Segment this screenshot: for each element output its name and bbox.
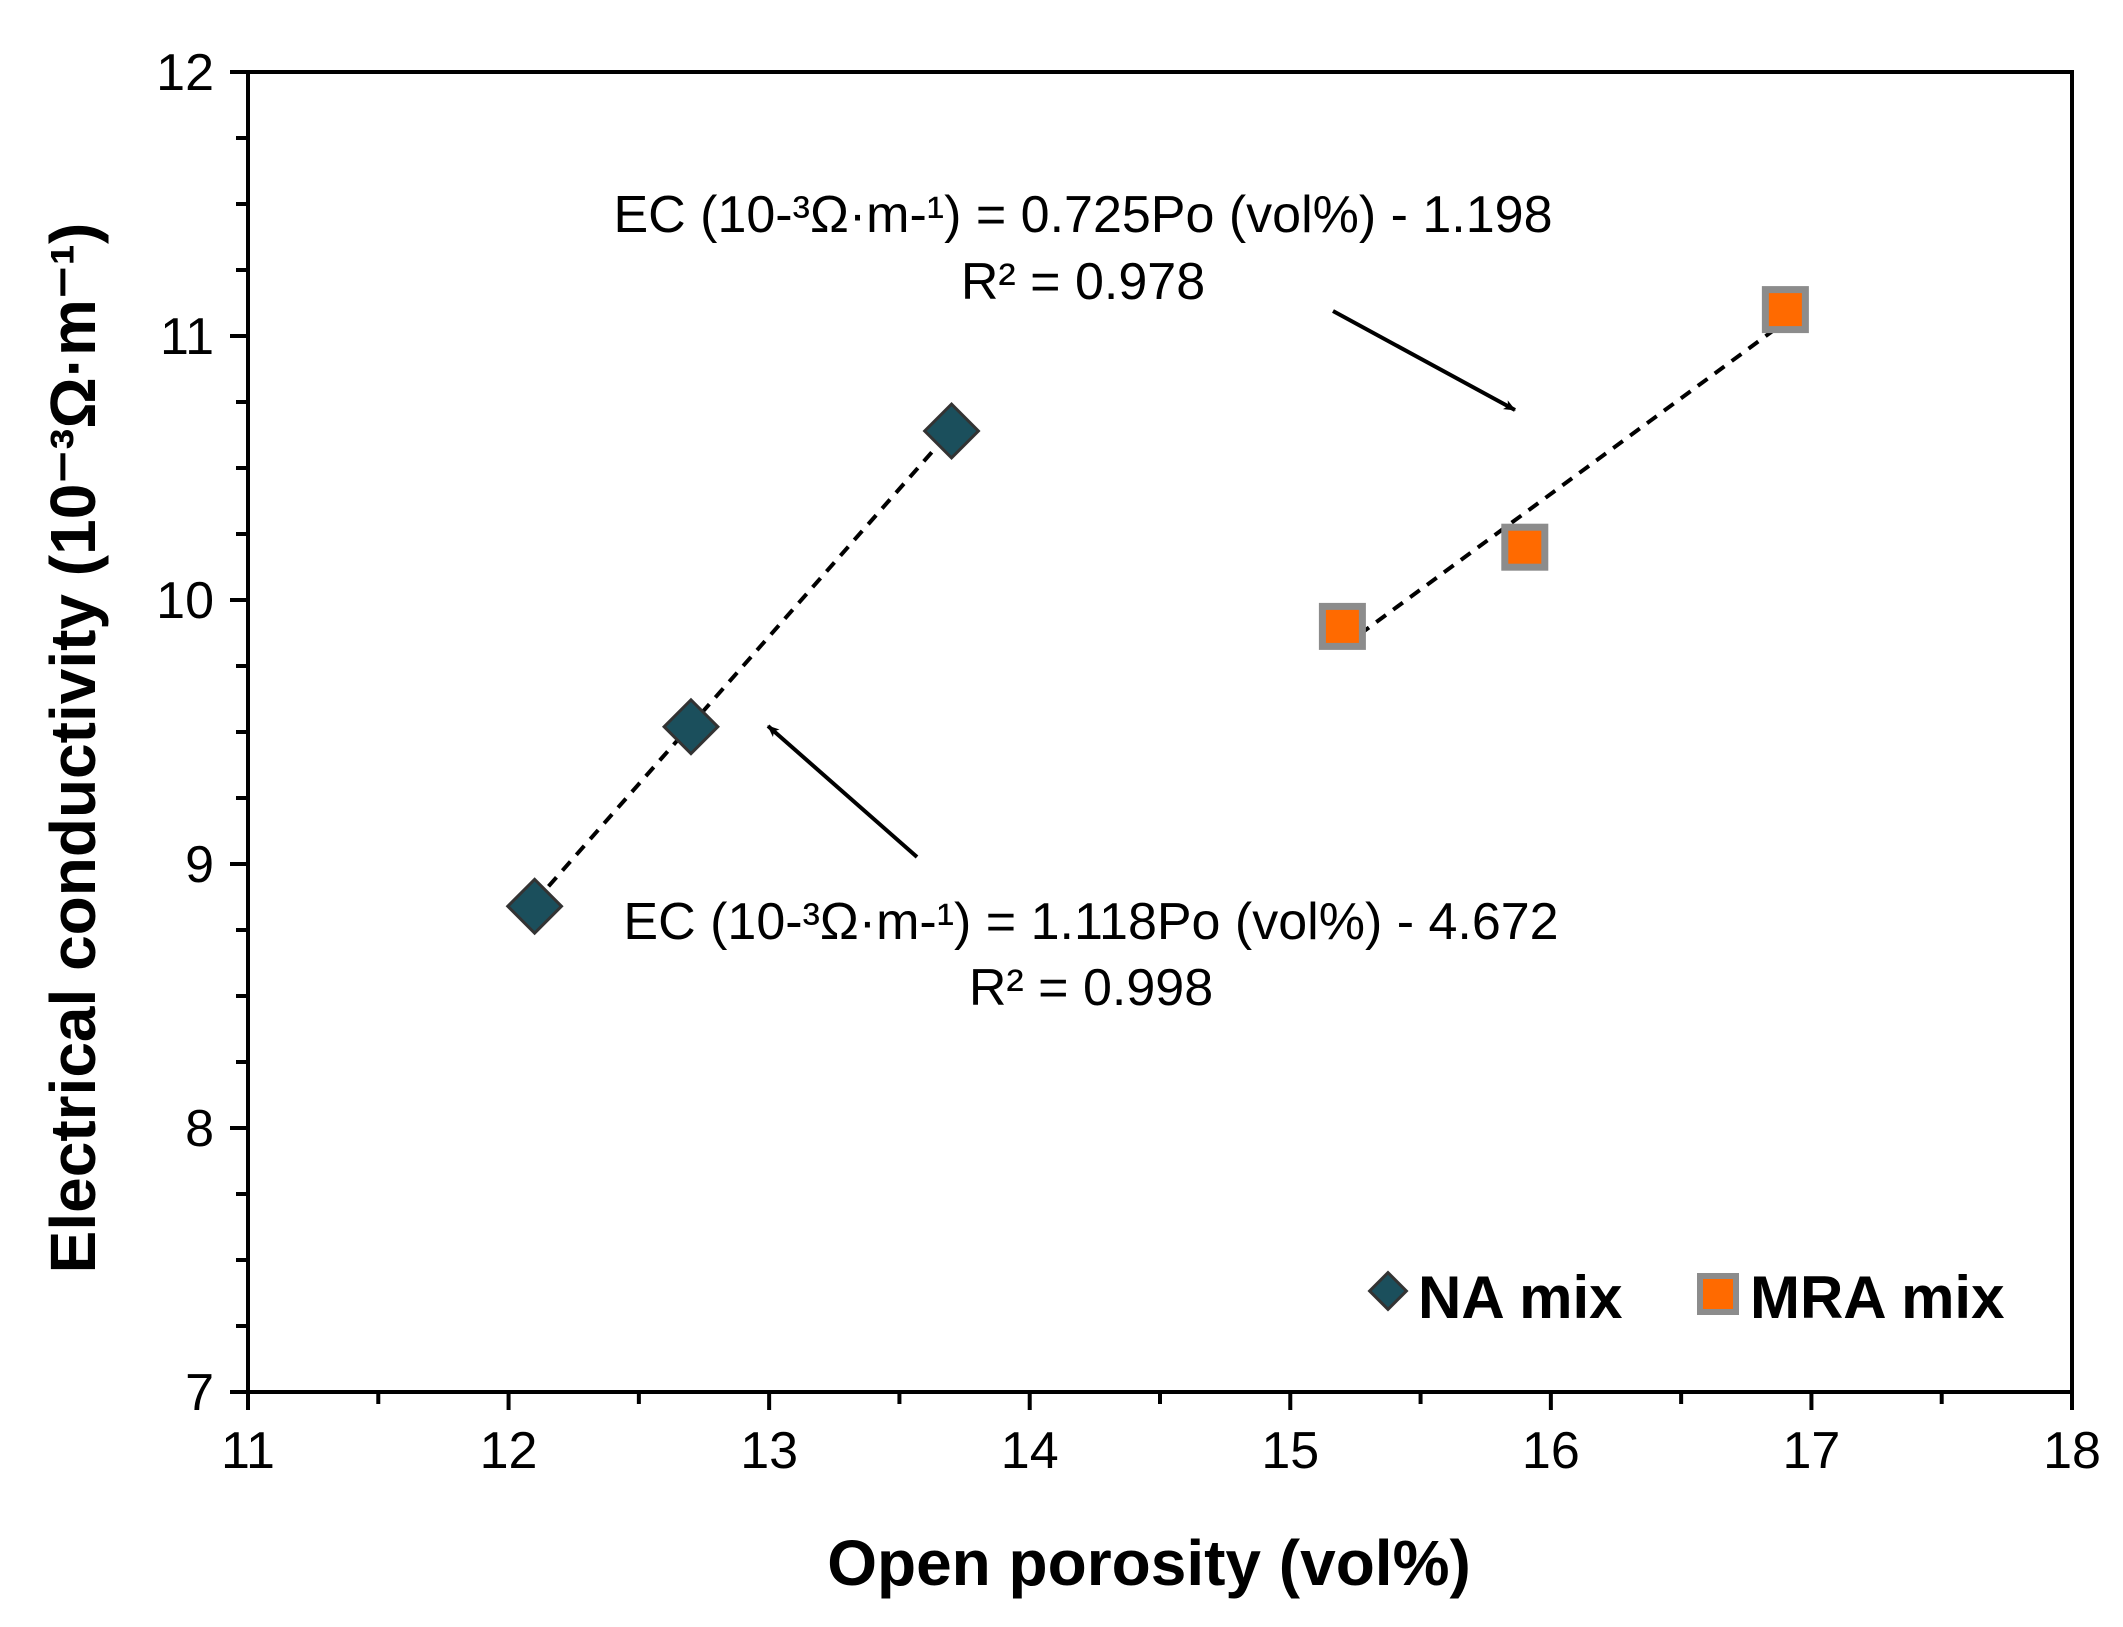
na-annotation-arrow xyxy=(766,724,919,859)
x-axis-title: Open porosity (vol%) xyxy=(827,1527,1471,1599)
data-markers xyxy=(505,286,1809,936)
x-tick-label: 11 xyxy=(221,1422,275,1480)
x-tick-label: 17 xyxy=(1783,1422,1841,1480)
mra-r2-label: R² = 0.978 xyxy=(961,253,1205,311)
y-tick-label: 9 xyxy=(185,836,214,894)
legend: NA mix MRA mix xyxy=(1367,1264,2004,1331)
x-tick-label: 15 xyxy=(1261,1422,1319,1480)
x-tick-label: 14 xyxy=(1001,1422,1059,1480)
na-mix-point xyxy=(922,402,981,461)
y-axis-title: Electrical conductivity (10⁻³Ω·m⁻¹) xyxy=(37,223,109,1274)
legend-na-symbol xyxy=(1367,1270,1409,1312)
legend-na-label: NA mix xyxy=(1418,1264,1623,1331)
y-tick-label: 12 xyxy=(156,44,214,102)
mra-trendline xyxy=(1341,320,1787,649)
na-equation-label: EC (10-³Ω·m-¹) = 1.118Po (vol%) - 4.672 xyxy=(623,893,1558,951)
annotation-na: EC (10-³Ω·m-¹) = 1.118Po (vol%) - 4.672 … xyxy=(623,724,1559,1017)
legend-mra-symbol xyxy=(1697,1273,1739,1315)
na-r2-label: R² = 0.998 xyxy=(969,959,1213,1017)
na-mix-point xyxy=(661,697,720,756)
mra-mix-point xyxy=(1761,286,1809,334)
annotation-mra: EC (10-³Ω·m-¹) = 0.725Po (vol%) - 1.198 … xyxy=(613,186,1553,412)
mra-annotation-arrow xyxy=(1332,309,1516,412)
x-tick-label: 16 xyxy=(1522,1422,1580,1480)
y-tick-label: 7 xyxy=(185,1364,214,1422)
mra-equation-label: EC (10-³Ω·m-¹) = 0.725Po (vol%) - 1.198 xyxy=(613,186,1552,244)
y-tick-label: 8 xyxy=(185,1100,214,1158)
legend-mra-label: MRA mix xyxy=(1750,1264,2004,1331)
axes: 11 12 13 14 15 16 17 18 7 8 9 10 11 12 xyxy=(156,44,2101,1480)
trendlines xyxy=(533,320,1787,904)
mra-mix-point xyxy=(1501,523,1549,571)
x-tick-label: 13 xyxy=(740,1422,798,1480)
x-tick-label: 12 xyxy=(480,1422,538,1480)
y-tick-label: 11 xyxy=(160,308,214,366)
x-tick-label: 18 xyxy=(2043,1422,2101,1480)
mra-mix-point xyxy=(1318,602,1366,650)
y-tick-label: 10 xyxy=(156,572,214,630)
na-mix-point xyxy=(505,877,564,936)
